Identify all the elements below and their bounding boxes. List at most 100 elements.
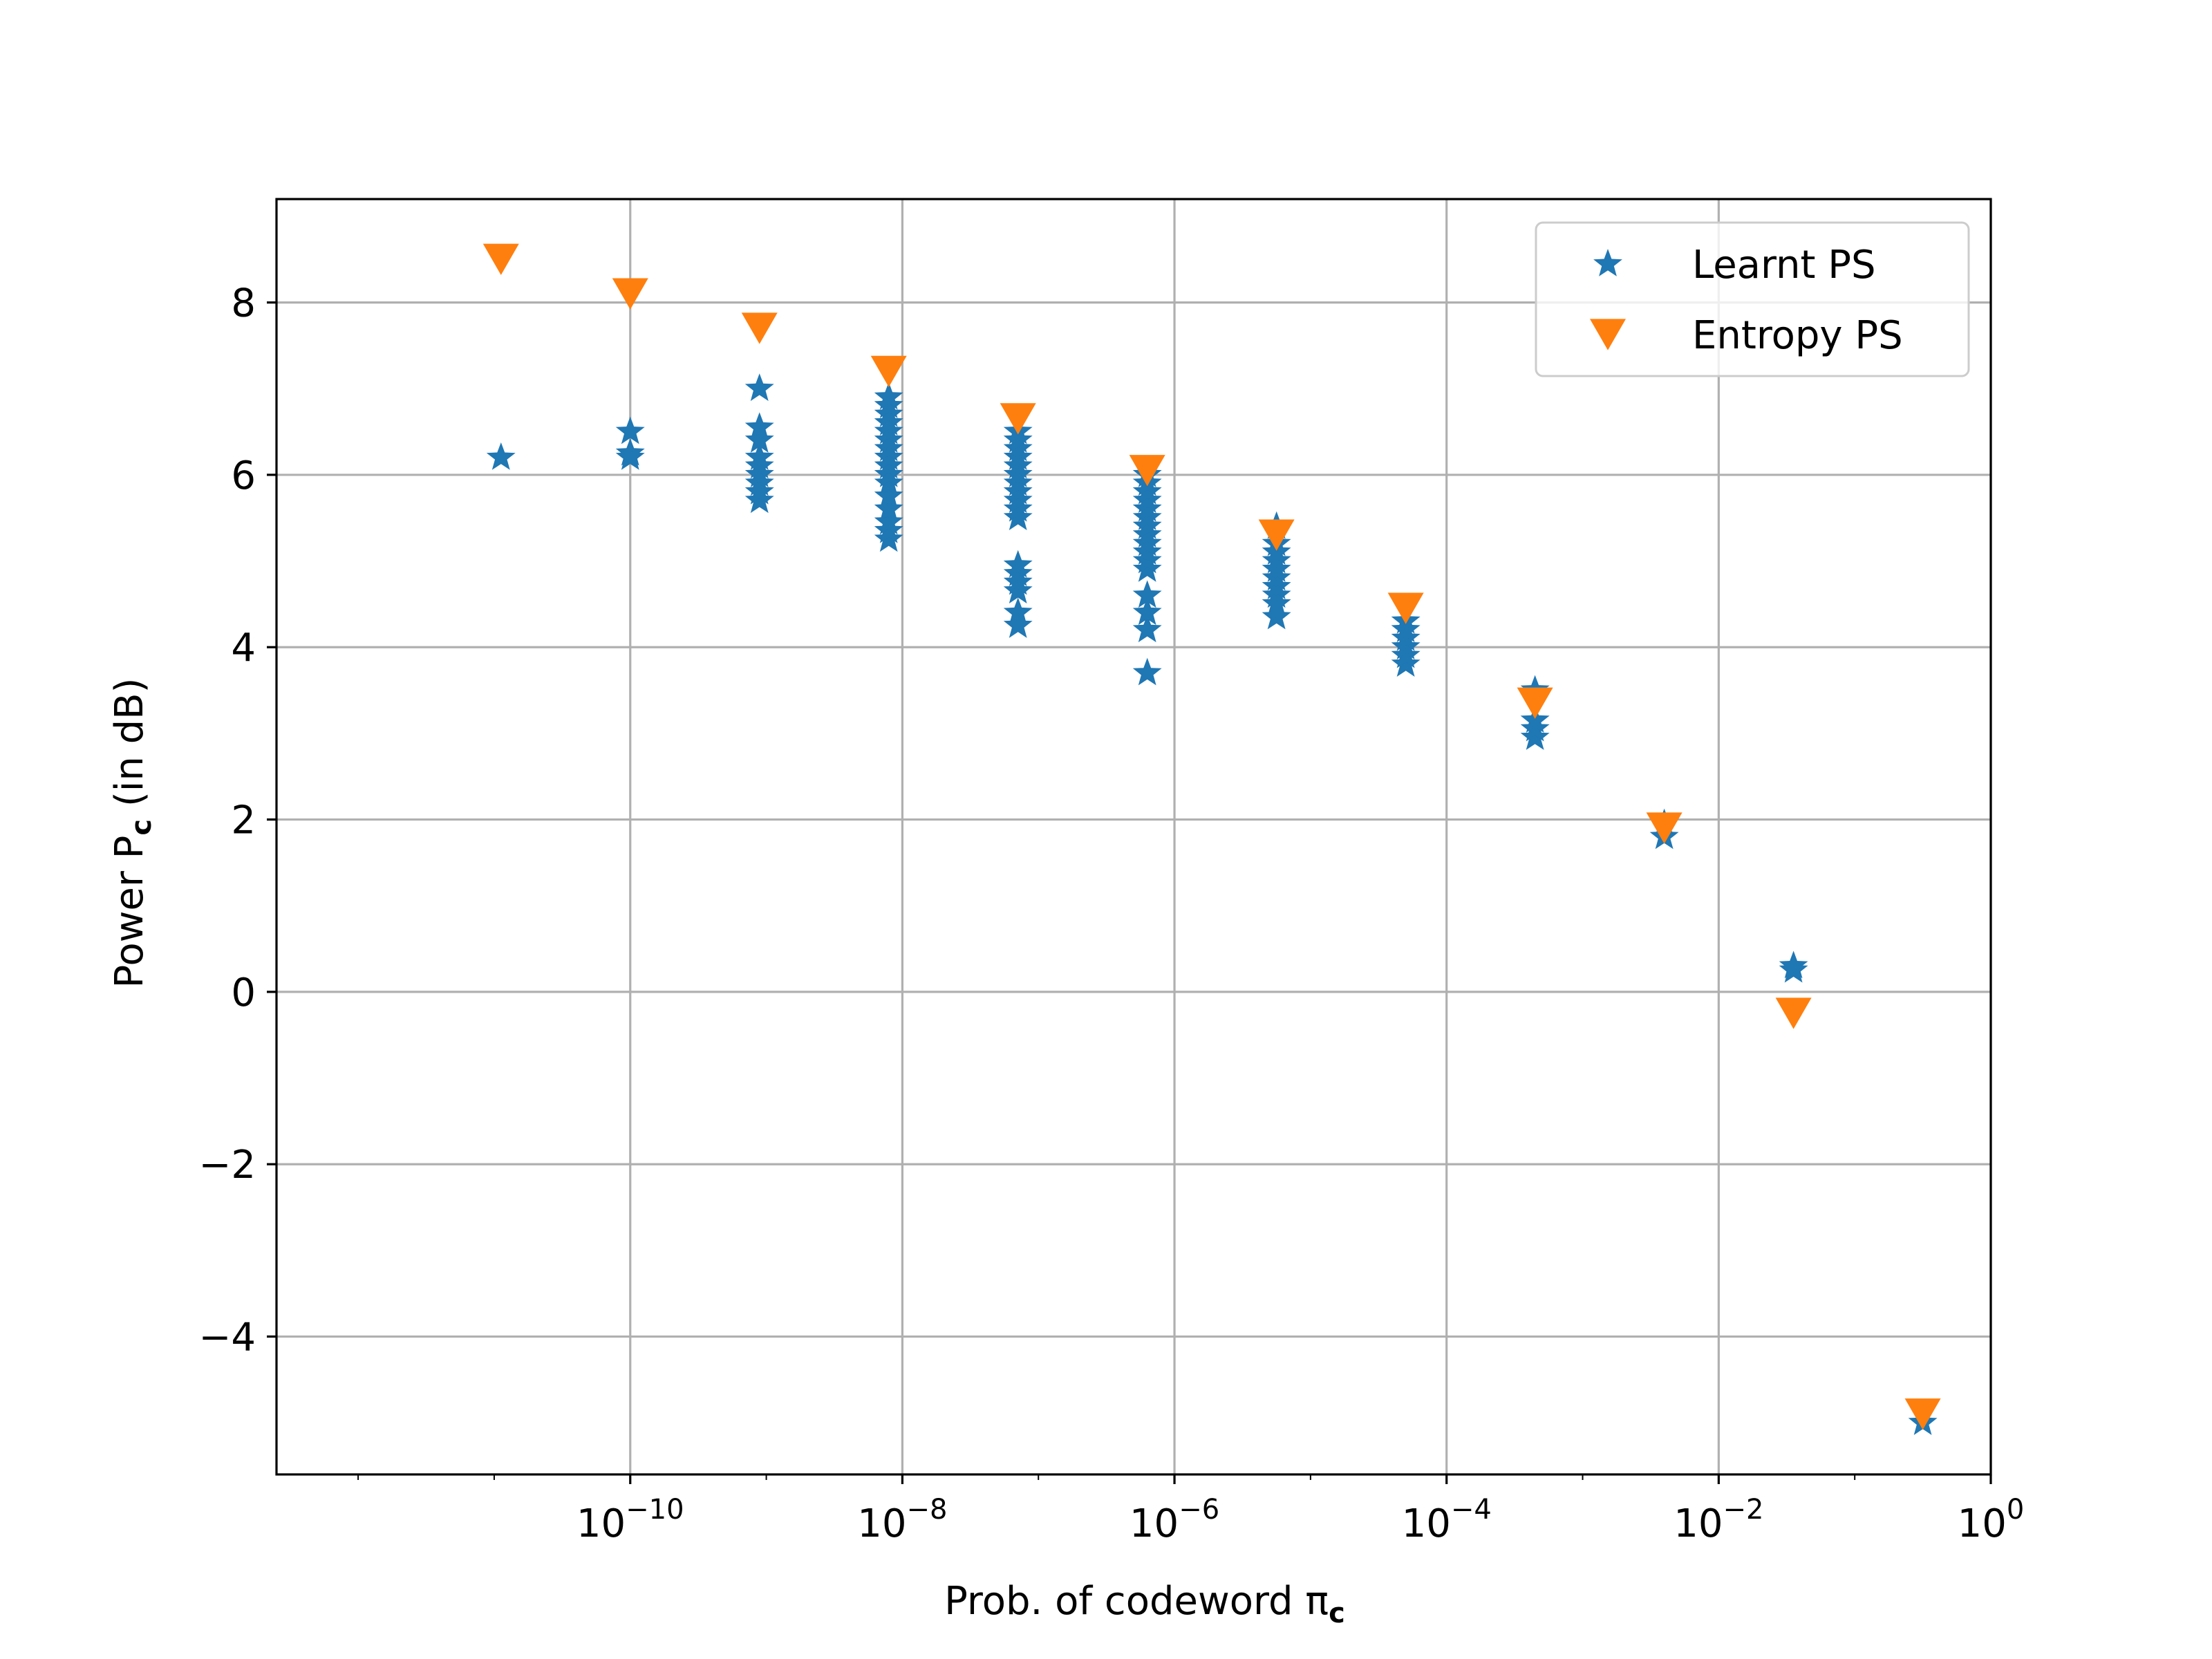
- learnt-ps-point: [1003, 610, 1033, 638]
- plot-area-frame: [275, 198, 1992, 1476]
- y-axis-ticks: 8 6 4 2 0 −2 −4: [198, 281, 276, 1360]
- y-tick-label: 0: [231, 971, 256, 1015]
- grid-lines: [276, 199, 1992, 1474]
- legend-learnt-label: Learnt PS: [1692, 243, 1876, 288]
- learnt-ps-point: [1003, 567, 1033, 595]
- learnt-ps-point: [1520, 713, 1550, 742]
- entropy-ps-point: [1646, 812, 1683, 844]
- entropy-ps-point: [1517, 687, 1553, 719]
- entropy-ps-point: [1129, 455, 1165, 487]
- learnt-ps-point: [1391, 649, 1421, 677]
- learnt-ps-point: [1003, 485, 1033, 514]
- learnt-ps-point: [1262, 580, 1291, 608]
- learnt-ps-point: [1132, 520, 1162, 547]
- plot-markers: [482, 243, 1941, 1435]
- learnt-ps-point: [1003, 451, 1033, 479]
- learnt-ps-point: [744, 485, 774, 514]
- x-tick-label: 10−2: [1674, 1494, 1763, 1546]
- learnt-ps-point: [874, 459, 903, 487]
- learnt-ps-point: [1132, 554, 1162, 582]
- legend: Learnt PS Entropy PS: [1535, 221, 1970, 377]
- legend-entropy-triangle-marker: [1590, 319, 1626, 350]
- learnt-ps-point: [874, 507, 903, 535]
- learnt-ps-point: [1003, 494, 1033, 522]
- learnt-ps-point: [1132, 528, 1162, 556]
- legend-entropy-label: Entropy PS: [1692, 313, 1903, 358]
- learnt-ps-point: [1391, 615, 1421, 643]
- learnt-ps-point: [1003, 425, 1033, 453]
- entropy-ps-point: [1387, 592, 1424, 624]
- learnt-ps-point: [744, 451, 774, 479]
- x-tick-label: 10−10: [577, 1494, 684, 1546]
- y-tick-label: −2: [198, 1143, 256, 1188]
- legend-learnt-star-marker: [1593, 249, 1622, 276]
- y-tick-label: 4: [231, 626, 256, 671]
- learnt-ps-point: [744, 412, 774, 440]
- learnt-ps-point: [1262, 588, 1291, 617]
- learnt-ps-point: [1003, 597, 1033, 626]
- entropy-ps-point: [870, 355, 907, 387]
- x-axis-label: Prob. of codeword πc: [944, 1579, 1345, 1629]
- learnt-ps-point: [1391, 640, 1421, 668]
- learnt-ps-point: [744, 425, 774, 453]
- learnt-ps-point: [874, 442, 903, 470]
- learnt-ps-point: [744, 373, 774, 402]
- learnt-ps-point: [1779, 950, 1808, 979]
- x-tick-label: 10−4: [1402, 1494, 1492, 1546]
- learnt-ps-point: [874, 382, 903, 410]
- learnt-ps-point: [1132, 476, 1162, 505]
- learnt-ps-point: [1262, 537, 1291, 565]
- learnt-ps-point: [744, 442, 774, 470]
- entropy-ps-point: [482, 243, 519, 275]
- y-axis-label-subscript: c: [126, 819, 158, 836]
- learnt-ps-point: [874, 481, 903, 509]
- learnt-ps-point: [1132, 537, 1162, 565]
- y-tick-label: 2: [231, 798, 256, 843]
- learnt-ps-point: [1262, 563, 1291, 591]
- learnt-ps-point: [1262, 572, 1291, 599]
- learnt-ps-point: [1132, 615, 1162, 643]
- learnt-ps-point: [1262, 554, 1291, 582]
- learnt-ps-point: [615, 438, 645, 466]
- learnt-ps-point: [874, 433, 903, 462]
- learnt-ps-point: [1003, 576, 1033, 603]
- learnt-ps-point: [874, 391, 903, 418]
- y-tick-label: 8: [231, 281, 256, 326]
- learnt-ps-point: [1132, 485, 1162, 514]
- learnt-ps-point: [744, 476, 774, 505]
- learnt-ps-point: [1132, 545, 1162, 574]
- x-axis-label-subscript: c: [1329, 1597, 1345, 1629]
- learnt-ps-point: [1003, 459, 1033, 487]
- learnt-ps-point: [874, 524, 903, 552]
- entropy-ps-point: [1000, 403, 1036, 435]
- learnt-ps-point: [744, 459, 774, 487]
- learnt-ps-point: [1003, 468, 1033, 496]
- entropy-ps-point: [1258, 519, 1295, 551]
- learnt-ps-point: [874, 515, 903, 543]
- learnt-ps-point: [1132, 494, 1162, 522]
- learnt-ps-point: [1003, 433, 1033, 462]
- learnt-ps-point: [1520, 705, 1550, 733]
- learnt-ps-point: [874, 399, 903, 427]
- learnt-ps-point: [1132, 580, 1162, 608]
- learnt-ps-point: [874, 451, 903, 479]
- learnt-ps-point: [874, 494, 903, 522]
- learnt-ps-point: [1391, 623, 1421, 651]
- x-tick-label: 100: [1958, 1494, 2025, 1546]
- learnt-ps-point: [1003, 550, 1033, 578]
- entropy-ps-point: [741, 312, 778, 344]
- y-tick-label: −4: [198, 1315, 256, 1360]
- learnt-ps-point: [1132, 597, 1162, 626]
- entropy-ps-point: [1904, 1398, 1941, 1430]
- x-tick-label: 10−8: [857, 1494, 947, 1546]
- learnt-ps-point: [744, 468, 774, 496]
- learnt-ps-point: [1003, 503, 1033, 530]
- y-axis-label: Power Pc (in dB): [107, 678, 158, 988]
- learnt-ps-point: [1132, 503, 1162, 530]
- learnt-ps-point: [1391, 632, 1421, 659]
- learnt-ps-point: [1132, 511, 1162, 539]
- legend-box: [1535, 221, 1970, 377]
- learnt-ps-point: [1262, 601, 1291, 630]
- learnt-ps-point: [1520, 722, 1550, 750]
